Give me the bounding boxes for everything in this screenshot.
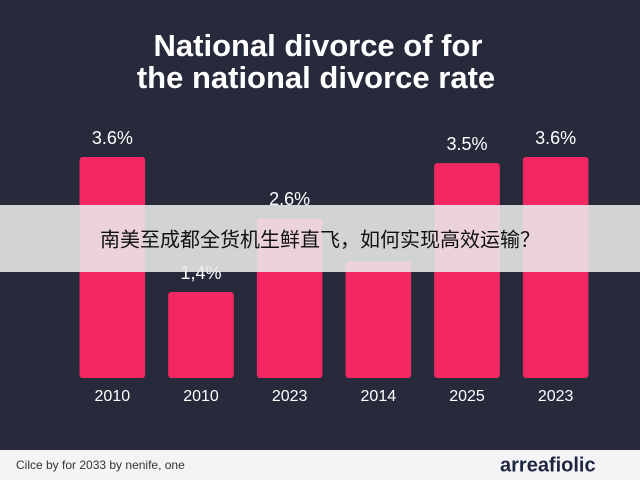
bar: [168, 292, 234, 378]
x-tick-label: 2010: [95, 388, 131, 405]
footer-logo: arreafiolic: [500, 454, 596, 476]
x-tick-label: 2023: [538, 388, 574, 405]
footer-note: Cilce by for 2033 by nenife, one: [16, 458, 185, 472]
banner-text: 南美至成都全货机生鲜直飞，如何实现高效运输？: [100, 228, 540, 252]
x-tick-label: 2014: [361, 388, 397, 405]
value-label: 3.5%: [446, 134, 487, 154]
value-label: 2.6%: [269, 189, 310, 209]
chart-title: National divorce of for: [154, 28, 483, 63]
chart-title: the national divorce rate: [137, 60, 495, 95]
value-label: 3.6%: [92, 128, 133, 148]
x-tick-label: 2010: [183, 388, 219, 405]
bar: [345, 261, 412, 378]
banner-background: [0, 205, 640, 272]
x-tick-label: 2023: [272, 388, 308, 405]
x-tick-label: 2025: [449, 388, 485, 405]
value-label: 3.6%: [535, 128, 576, 148]
footer-background: [0, 450, 640, 480]
